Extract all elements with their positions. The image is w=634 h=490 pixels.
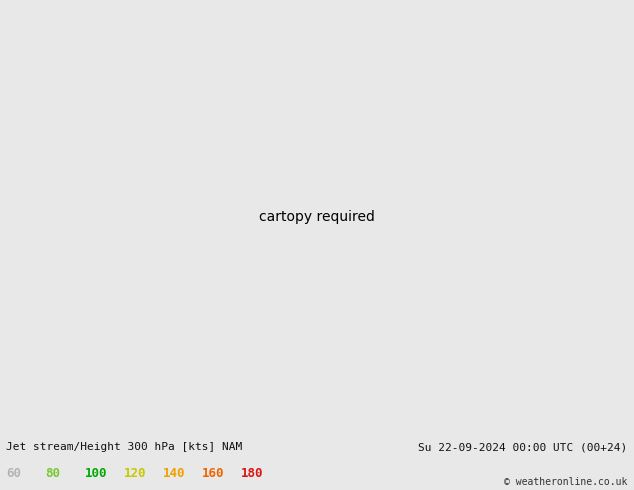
Text: 60: 60	[6, 467, 22, 480]
Text: 120: 120	[124, 467, 146, 480]
Text: Jet stream/Height 300 hPa [kts] NAM: Jet stream/Height 300 hPa [kts] NAM	[6, 442, 243, 452]
Text: 180: 180	[241, 467, 263, 480]
Text: Su 22-09-2024 00:00 UTC (00+24): Su 22-09-2024 00:00 UTC (00+24)	[418, 442, 628, 452]
Text: 160: 160	[202, 467, 224, 480]
Text: © weatheronline.co.uk: © weatheronline.co.uk	[504, 477, 628, 487]
Text: 100: 100	[84, 467, 107, 480]
Text: 140: 140	[163, 467, 185, 480]
Text: 80: 80	[46, 467, 60, 480]
Text: cartopy required: cartopy required	[259, 210, 375, 224]
